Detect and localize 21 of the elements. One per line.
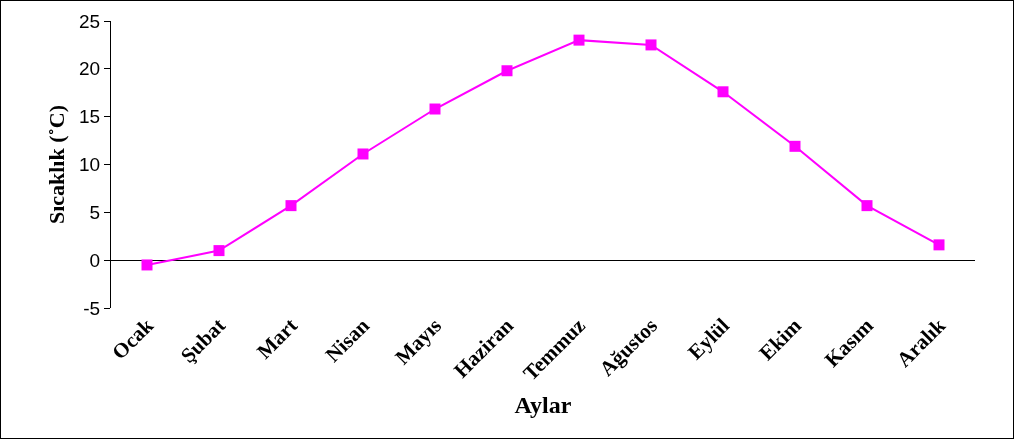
- y-tick-label: -5: [83, 297, 101, 319]
- point: [717, 86, 729, 98]
- point: [645, 39, 657, 51]
- point: [429, 103, 441, 115]
- x-axis-title: Aylar: [514, 392, 572, 419]
- point: [285, 200, 297, 212]
- point: [573, 34, 585, 46]
- point: [789, 140, 801, 152]
- point: [357, 148, 369, 160]
- point: [213, 245, 225, 257]
- y-tick-label: 15: [79, 106, 101, 128]
- point: [933, 239, 945, 251]
- y-tick-label: 5: [89, 201, 101, 223]
- y-tick-label: 10: [79, 154, 101, 176]
- point: [861, 200, 873, 212]
- y-tick-label: 25: [79, 10, 101, 32]
- point: [501, 65, 513, 77]
- y-tick-label: 20: [79, 58, 101, 80]
- y-axis-title: Sıcaklık (˚C): [43, 104, 69, 225]
- y-tick-label: 0: [89, 249, 101, 271]
- point: [141, 259, 153, 271]
